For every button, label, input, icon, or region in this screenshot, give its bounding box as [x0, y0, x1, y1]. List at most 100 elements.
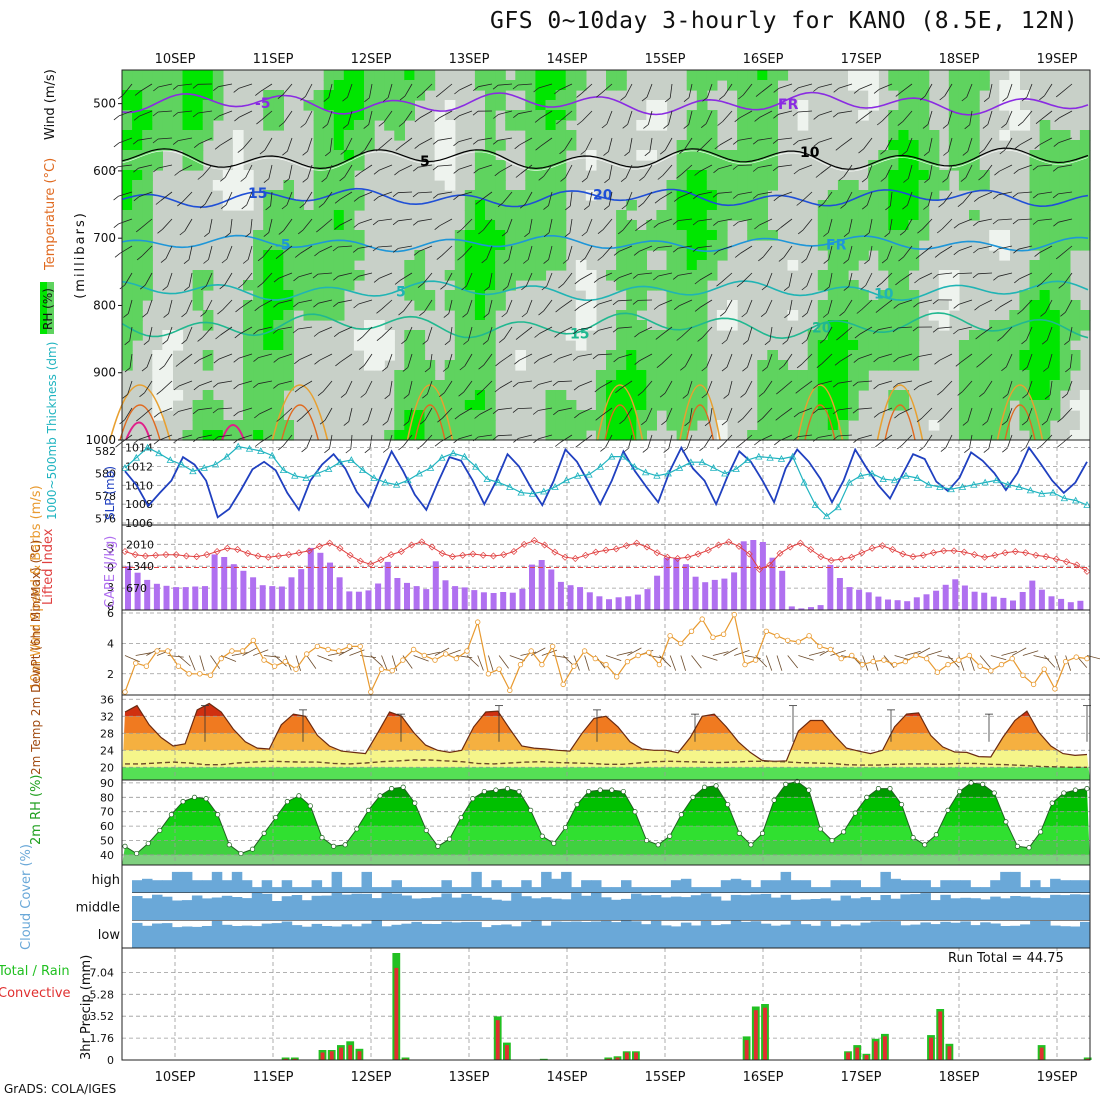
rh-cell	[878, 290, 889, 301]
rh-cell	[283, 240, 294, 251]
rh-cell	[1029, 270, 1041, 281]
rh-cell	[656, 340, 668, 351]
rh-cell	[686, 350, 698, 361]
wind-barb-flag	[792, 111, 799, 117]
wind-barb	[122, 83, 133, 96]
wind-barb-flag	[656, 363, 663, 369]
rh-cell	[817, 230, 829, 241]
rh-cell	[172, 390, 184, 401]
rh-cell	[606, 360, 617, 371]
thickness-point	[404, 476, 412, 484]
cloud-cell	[261, 880, 273, 893]
rh-cell	[1019, 380, 1031, 391]
wind-barb	[897, 326, 913, 329]
rh-cell	[1059, 280, 1071, 291]
rh-cell	[686, 300, 698, 311]
wind-barb	[184, 218, 193, 232]
wind-barb	[403, 110, 413, 123]
rh-cell	[727, 160, 738, 171]
rh-cell	[716, 190, 728, 201]
rh-cell	[132, 240, 143, 251]
thickness-point	[1049, 488, 1057, 496]
cape-bar	[173, 587, 180, 610]
thickness-point	[392, 480, 401, 488]
rh-cell	[1079, 210, 1091, 221]
wind-barb	[969, 110, 973, 125]
rh-cell	[333, 270, 345, 281]
cape-bar	[519, 588, 526, 611]
rh-cell	[989, 350, 1000, 361]
surface-wind-barb	[231, 652, 248, 656]
surface-wind-barb	[969, 655, 975, 671]
wind-barb	[358, 245, 373, 249]
wind-barb	[643, 191, 653, 204]
wind-barb-flag	[373, 278, 380, 283]
rh-cell	[807, 380, 819, 391]
wind-barb-flag	[979, 392, 985, 398]
wind-speed-point	[368, 689, 374, 695]
rh-cell	[424, 80, 436, 91]
rh-cell	[232, 430, 244, 441]
cape-bar	[144, 579, 151, 610]
rh-cell	[868, 240, 879, 251]
rh-cell	[142, 210, 153, 221]
cloud-cell	[401, 923, 412, 948]
wind-barb-flag	[543, 205, 549, 210]
wind-barb	[681, 164, 693, 175]
rh-cell	[797, 120, 809, 131]
wind-barb	[158, 407, 173, 414]
rh-cell	[495, 70, 506, 81]
wind-barb-flag	[1013, 248, 1019, 254]
cloud-cell	[870, 887, 881, 893]
rh-cell	[303, 260, 315, 271]
wind-barb	[399, 164, 413, 172]
rh-cell	[202, 120, 214, 131]
cloud-cell	[770, 925, 782, 948]
li-point	[1052, 555, 1060, 563]
rh-cell	[575, 70, 587, 81]
rh-cell	[848, 290, 859, 301]
wind-barb	[645, 407, 653, 421]
thickness-point	[743, 456, 752, 463]
li-point	[622, 542, 630, 550]
cloud-cell	[142, 925, 153, 948]
cloud-cell	[601, 887, 612, 893]
rh-cell	[737, 80, 748, 91]
wind-barb	[898, 353, 913, 359]
rh-cell	[263, 310, 274, 321]
thickness-point	[1083, 501, 1091, 508]
wind-barb	[438, 137, 453, 141]
cloud-cell	[191, 880, 203, 893]
wind-barb-flag	[962, 421, 969, 426]
wind-barb	[318, 326, 333, 333]
rh-point	[748, 842, 754, 848]
wind-barb-flag	[342, 124, 349, 129]
rh-cell	[958, 180, 970, 191]
rh-cell	[848, 280, 859, 291]
wind-barb	[407, 353, 413, 368]
rh-cell	[646, 340, 657, 351]
rh-cell	[555, 200, 567, 211]
rh-cell	[797, 370, 809, 381]
wind-barb-flag	[398, 445, 404, 451]
wind-barb-flag	[595, 415, 601, 421]
rh-cell	[485, 280, 496, 291]
wind-barb	[280, 245, 293, 256]
wind-barb-flag	[314, 251, 320, 257]
cape-bar	[452, 586, 459, 610]
rh-cell	[686, 410, 698, 421]
rh-cell	[202, 110, 214, 121]
cloud-cell	[351, 887, 362, 893]
wind-barb-flag	[641, 96, 648, 102]
rh-cell	[464, 210, 476, 221]
wind-barb	[458, 191, 473, 197]
cloud-cell	[740, 895, 752, 921]
wind-barb-flag	[663, 448, 669, 453]
rh-cell	[454, 240, 466, 251]
cloud-cell	[491, 880, 502, 893]
wind-barb	[669, 83, 673, 98]
cloud-cell	[152, 894, 163, 921]
thickness-point	[540, 487, 548, 495]
wind-barb-flag	[573, 329, 579, 335]
li-point	[1083, 567, 1091, 575]
